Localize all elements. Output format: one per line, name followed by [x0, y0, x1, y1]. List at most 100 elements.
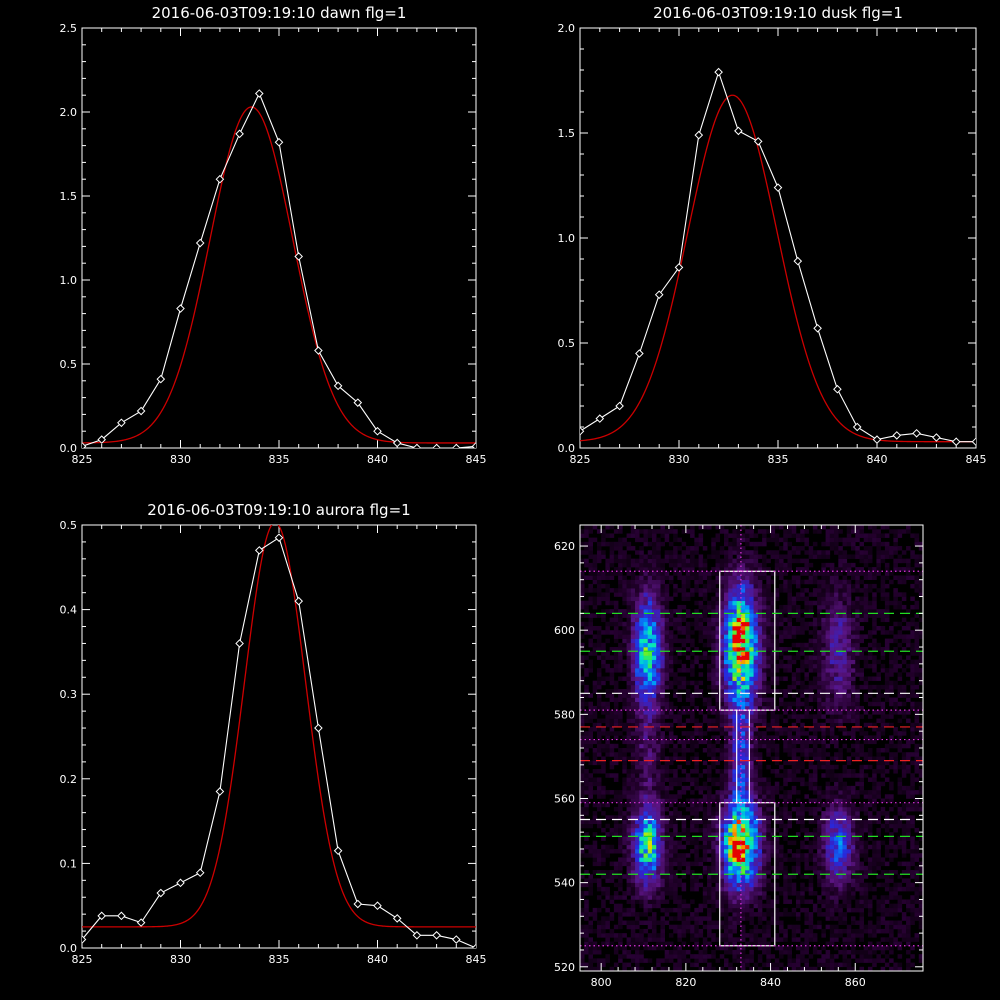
heatmap-cell: [584, 912, 589, 917]
heatmap-cell: [715, 790, 721, 795]
heatmap-cell: [762, 891, 767, 896]
heatmap-cell: [656, 756, 661, 761]
heatmap-cell: [779, 865, 784, 871]
heatmap-cell: [719, 954, 725, 959]
heatmap-cell: [774, 933, 780, 938]
heatmap-cell: [639, 769, 644, 774]
heatmap-cell: [753, 655, 759, 660]
heatmap-cell: [668, 668, 674, 673]
heatmap-cell: [635, 714, 640, 719]
heatmap-cell: [783, 718, 788, 724]
heatmap-cell: [613, 722, 619, 728]
heatmap-cell: [707, 777, 712, 782]
heatmap-cell: [817, 760, 822, 766]
heatmap-cell: [791, 907, 797, 913]
heatmap-cell: [804, 949, 809, 955]
heatmap-cell: [605, 638, 610, 644]
heatmap-cell: [588, 844, 593, 850]
heatmap-cell: [622, 752, 627, 757]
heatmap-cell: [711, 840, 716, 846]
heatmap-cell: [707, 668, 712, 673]
heatmap-cell: [698, 722, 704, 728]
heatmap-cell: [723, 550, 729, 555]
heatmap-cell: [694, 815, 699, 820]
heatmap-cell: [643, 848, 649, 854]
heatmap-cell: [635, 840, 640, 846]
heatmap-cell: [660, 697, 665, 703]
heatmap-cell: [723, 844, 729, 850]
heatmap-cell: [787, 735, 793, 740]
heatmap-cell: [643, 583, 649, 589]
heatmap-cell: [643, 739, 649, 745]
heatmap-cell: [668, 861, 674, 867]
heatmap-cell: [736, 630, 742, 635]
heatmap-cell: [779, 609, 784, 614]
heatmap-cell: [605, 937, 610, 942]
heatmap-cell: [825, 726, 831, 732]
heatmap-cell: [698, 575, 704, 580]
heatmap-cell: [766, 781, 771, 787]
heatmap-cell: [592, 966, 598, 971]
heatmap-cell: [762, 625, 767, 631]
heatmap-cell: [639, 865, 644, 871]
heatmap-cell: [702, 941, 708, 947]
heatmap-cell: [723, 571, 729, 576]
heatmap-cell: [762, 647, 767, 652]
heatmap-cell: [651, 583, 657, 589]
heatmap-cell: [783, 853, 788, 858]
heatmap-cell: [821, 571, 826, 576]
heatmap-cell: [749, 802, 754, 808]
heatmap-cell: [643, 882, 649, 888]
heatmap-cell: [660, 722, 665, 728]
heatmap-cell: [681, 916, 687, 921]
heatmap-cell: [821, 714, 826, 719]
heatmap-cell: [647, 790, 653, 795]
heatmap-cell: [749, 693, 754, 698]
heatmap-cell: [800, 630, 805, 635]
heatmap-cell: [702, 836, 708, 841]
heatmap-cell: [609, 874, 615, 879]
heatmap-cell: [668, 840, 674, 846]
heatmap-cell: [639, 613, 644, 618]
heatmap-cell: [647, 541, 653, 547]
heatmap-cell: [812, 815, 818, 820]
heatmap-cell: [639, 731, 644, 736]
heatmap-cell: [812, 903, 818, 909]
heatmap-cell: [779, 794, 784, 799]
heatmap-cell: [639, 878, 644, 883]
heatmap-cell: [711, 710, 716, 715]
heatmap-cell: [774, 853, 780, 858]
heatmap-cell: [630, 924, 636, 930]
heatmap-cell: [791, 874, 797, 879]
heatmap-cell: [787, 815, 793, 820]
heatmap-cell: [817, 848, 822, 854]
heatmap-cell: [749, 571, 754, 576]
heatmap-cell: [601, 756, 606, 761]
heatmap-cell: [808, 882, 814, 888]
heatmap-cell: [745, 571, 750, 576]
heatmap-cell: [601, 802, 606, 808]
heatmap-cell: [774, 882, 780, 888]
heatmap-cell: [588, 529, 593, 534]
heatmap-cell: [609, 525, 615, 530]
heatmap-cell: [719, 878, 725, 883]
heatmap-cell: [749, 878, 754, 883]
heatmap-cell: [728, 785, 733, 791]
heatmap-cell: [605, 575, 610, 580]
heatmap-cell: [736, 920, 742, 926]
heatmap-cell: [800, 954, 805, 959]
heatmap-cell: [639, 958, 644, 963]
heatmap-cell: [673, 743, 678, 749]
heatmap-cell: [677, 546, 682, 551]
heatmap-cell: [588, 853, 593, 858]
heatmap-cell: [609, 562, 615, 568]
heatmap-cell: [812, 651, 818, 656]
heatmap-cell: [732, 537, 737, 543]
heatmap-cell: [804, 689, 809, 694]
heatmap-cell: [630, 794, 636, 799]
heatmap-cell: [618, 546, 623, 551]
heatmap-cell: [626, 941, 632, 947]
heatmap-cell: [715, 642, 721, 648]
heatmap-cell: [723, 604, 729, 610]
heatmap-cell: [732, 861, 737, 867]
